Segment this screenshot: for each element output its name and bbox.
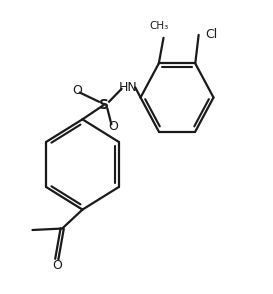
Text: S: S [99, 98, 109, 112]
Text: Cl: Cl [205, 29, 218, 41]
Text: O: O [52, 259, 62, 272]
Text: HN: HN [119, 81, 138, 94]
Text: O: O [72, 84, 82, 97]
Text: O: O [109, 120, 118, 133]
Text: CH₃: CH₃ [150, 21, 169, 31]
